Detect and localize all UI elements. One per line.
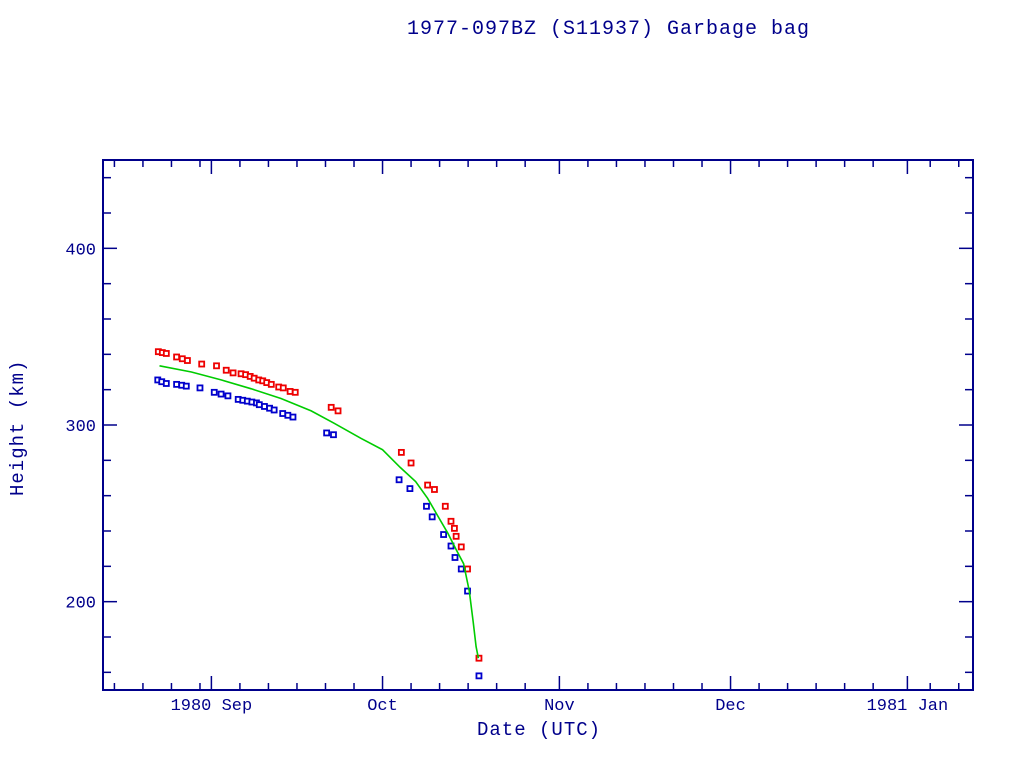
data-point-perigee [182,382,190,390]
data-point-apogee [173,353,180,361]
data-point-perigee [196,384,204,392]
data-point-apogee [184,357,191,364]
data-point-apogee [451,524,458,532]
x-tick-label: 1980 Sep [171,697,253,716]
x-axis-title: Date (UTC) [477,719,602,741]
data-point-apogee [267,380,275,388]
plot-frame [102,159,974,691]
data-point-perigee [162,380,170,387]
y-axis-title: Height (km) [7,359,29,496]
data-point-apogee [279,384,287,392]
data-point-perigee [224,392,232,400]
data-point-perigee [395,476,403,484]
data-point-perigee [289,413,297,421]
data-point-apogee [334,407,342,415]
data-point-apogee [447,517,455,525]
x-tick-label: Dec [715,697,746,716]
data-point-perigee [217,390,225,398]
data-point-apogee [407,459,415,467]
data-point-apogee [397,448,405,456]
data-point-apogee [424,481,432,489]
data-point-apogee [452,532,460,540]
x-tick-label: 1981 Jan [867,697,949,716]
data-point-perigee [440,531,447,538]
data-point-apogee [198,360,206,368]
data-point-perigee [323,429,331,437]
data-point-perigee [406,485,414,493]
y-tick-label: 200 [65,595,96,614]
x-tick-label: Nov [544,697,575,716]
data-point-apogee [475,654,483,662]
fit-line [159,365,480,659]
data-point-apogee [441,502,449,510]
data-point-perigee [330,431,337,439]
data-point-perigee [423,502,430,510]
data-point-apogee [213,362,220,370]
y-tick-label: 400 [65,241,96,260]
chart-title: 1977-097BZ (S11937) Garbage bag [407,18,811,41]
data-point-apogee [229,369,237,377]
data-point-perigee [451,554,459,561]
data-point-perigee [457,565,465,573]
data-point-apogee [431,486,438,493]
data-point-apogee [327,403,335,411]
data-point-perigee [428,513,436,521]
x-tick-label: Oct [367,697,398,716]
y-tick-label: 300 [65,418,96,437]
data-point-apogee [222,366,230,374]
data-point-apogee [291,388,299,396]
data-point-apogee [457,543,465,551]
data-point-perigee [270,406,278,414]
data-point-perigee [475,672,483,680]
data-point-perigee [210,388,218,396]
data-point-apogee [162,350,170,357]
